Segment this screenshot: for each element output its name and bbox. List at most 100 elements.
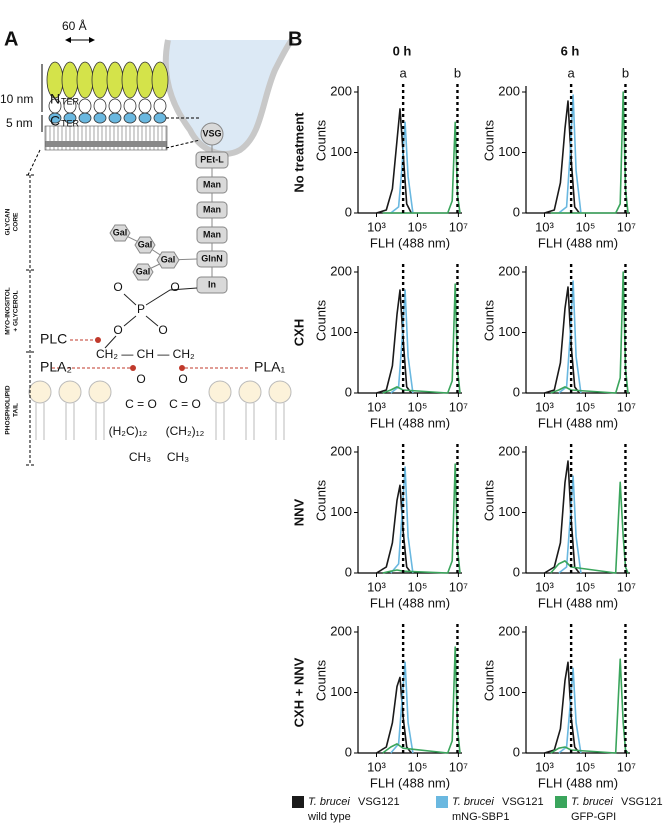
y-tick-label: 200 <box>498 263 520 278</box>
y-tick-label: 0 <box>513 384 520 399</box>
glycan-label: Man <box>203 204 221 214</box>
gal-links <box>119 232 198 273</box>
gal-node <box>109 224 131 242</box>
legend-swatch <box>555 796 567 808</box>
x-axis-label: FLH (488 nm) <box>538 235 618 250</box>
cleavage-site <box>130 365 136 371</box>
atom: O <box>136 372 145 386</box>
vsg-node <box>200 122 224 146</box>
histograms: 0 h 6 h No treatment CXH NNV CXH + NNV 0 100 200… <box>291 43 662 822</box>
enzyme: PLA₂ <box>40 359 72 375</box>
gal-label: Gal <box>136 266 151 276</box>
x-tick-label: 10⁵ <box>408 219 428 234</box>
x-tick-label: 10⁵ <box>408 759 428 774</box>
x-tick-label: 10³ <box>367 759 386 774</box>
height-label: 5 nm <box>6 116 33 130</box>
enzyme: PLA₁ <box>254 359 285 375</box>
y-axis-label: Counts <box>313 659 328 701</box>
gal-label: Gal <box>161 254 176 264</box>
x-axis-label: FLH (488 nm) <box>370 235 450 250</box>
y-tick-label: 0 <box>345 384 352 399</box>
y-tick-label: 100 <box>498 324 520 339</box>
histogram-line <box>376 484 412 574</box>
x-axis-label: FLH (488 nm) <box>538 595 618 610</box>
y-tick-label: 100 <box>330 144 352 159</box>
glycan-node <box>196 226 228 244</box>
gal-label: Gal <box>113 227 128 237</box>
gal-node <box>132 263 154 281</box>
x-tick-label: 10⁷ <box>617 579 636 594</box>
glycan-label: In <box>208 279 216 289</box>
gate-label: a <box>568 65 576 80</box>
zoom-lines <box>27 117 201 176</box>
region-label: PHOSPHOLIPID <box>5 385 12 434</box>
x-tick-label: 10⁷ <box>449 399 468 414</box>
y-axis-label: Counts <box>481 119 496 161</box>
cell-body <box>162 37 295 157</box>
gal-node <box>134 236 156 254</box>
n-term: N <box>50 91 60 107</box>
x-axis-label: FLH (488 nm) <box>538 775 618 790</box>
x-tick-label: 10⁵ <box>408 579 428 594</box>
glycan-label: VSG <box>202 128 221 138</box>
glycan-node <box>196 176 228 194</box>
cleavage-site <box>179 365 185 371</box>
region-label: GLYCAN <box>5 208 12 235</box>
region-label: + GLYCEROL <box>13 290 20 331</box>
histogram-line <box>544 661 580 754</box>
y-tick-label: 0 <box>345 744 352 759</box>
column-header: 6 h <box>561 43 580 58</box>
gate-label: a <box>400 65 408 80</box>
histogram-line <box>544 100 580 214</box>
x-tick-label: 10⁵ <box>576 219 596 234</box>
row-label: No treatment <box>291 112 306 193</box>
gate-label: b <box>454 65 461 80</box>
y-tick-label: 0 <box>345 204 352 219</box>
y-tick-label: 0 <box>513 564 520 579</box>
legend-swatch <box>292 796 304 808</box>
y-tick-label: 200 <box>498 83 520 98</box>
legend-label: wild type <box>307 811 351 823</box>
legend-species: T. brucei <box>452 796 494 808</box>
n-term-sub: TER <box>61 96 80 106</box>
y-tick-label: 200 <box>330 263 352 278</box>
membrane <box>44 125 168 151</box>
x-tick-label: 10³ <box>535 759 554 774</box>
legend-label: GFP-GPI <box>571 811 616 823</box>
atom: O <box>113 323 122 337</box>
cleavage-site <box>95 337 101 343</box>
x-axis-label: FLH (488 nm) <box>370 595 450 610</box>
vsg-coat <box>46 61 169 124</box>
x-axis-label: FLH (488 nm) <box>370 775 450 790</box>
y-tick-label: 100 <box>330 324 352 339</box>
panel-label: B <box>288 28 302 50</box>
x-tick-label: 10⁵ <box>576 579 596 594</box>
glycan-label: PEt-L <box>200 154 224 164</box>
x-tick-label: 10³ <box>367 219 386 234</box>
y-axis-label: Counts <box>313 479 328 521</box>
enzyme: PLC <box>40 331 67 347</box>
x-tick-label: 10⁷ <box>449 579 468 594</box>
region-label: CORE <box>13 212 20 231</box>
histogram-line <box>550 481 629 574</box>
diagram: A 60 Å 10 nm 5 nm N TER C TER VSG PEt-L … <box>0 18 295 466</box>
glycan-label: GlnN <box>201 253 223 263</box>
legend-species: T. brucei <box>571 796 613 808</box>
histogram-line <box>544 286 580 394</box>
x-tick-label: 10⁵ <box>576 759 596 774</box>
legend-swatch <box>436 796 448 808</box>
atom: O <box>170 280 179 294</box>
row-label: CXH + NNV <box>291 657 306 727</box>
histogram-line <box>376 289 412 394</box>
column-header: 0 h <box>393 43 412 58</box>
width-label: 60 Å <box>62 18 87 33</box>
region-bracket <box>26 174 34 466</box>
x-axis-label: FLH (488 nm) <box>538 415 618 430</box>
y-tick-label: 200 <box>330 83 352 98</box>
y-axis-label: Counts <box>481 479 496 521</box>
legend-strain: VSG121 <box>621 796 663 808</box>
glycan-label: Man <box>203 179 221 189</box>
atom: (H₂C)₁₂ <box>109 424 148 438</box>
legend-strain: VSG121 <box>502 796 544 808</box>
